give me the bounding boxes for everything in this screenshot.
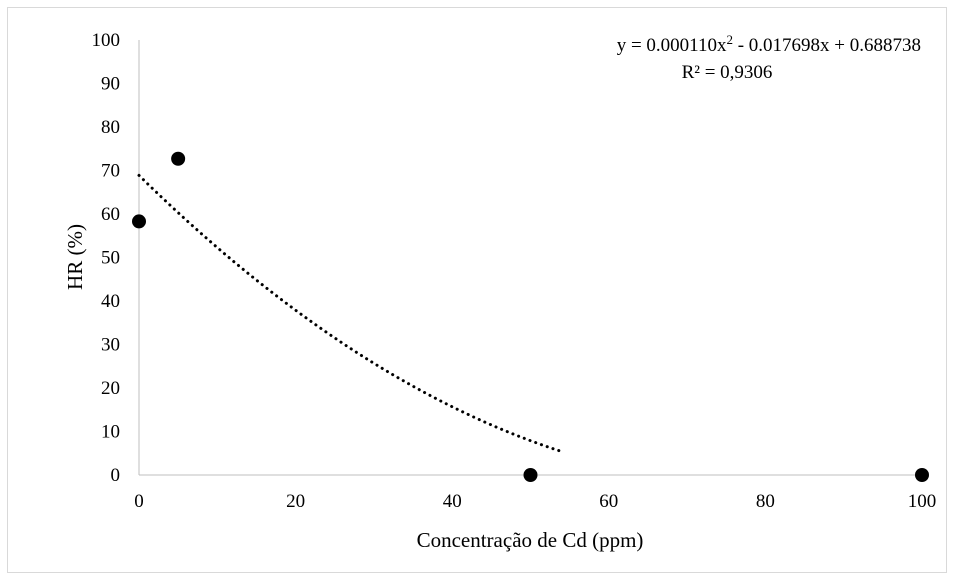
data-point [171,151,186,166]
trendline-equation-superscript: 2 [726,32,733,47]
y-axis-ticks: 0 10 20 30 40 50 60 70 80 90 100 [92,30,121,486]
y-tick-label: 70 [101,161,120,182]
chart-frame [7,7,947,573]
y-tick-label: 40 [101,291,120,312]
trendline-r2: R² = 0,9306 [682,62,773,83]
x-tick-label: 40 [443,491,462,512]
y-tick-label: 10 [101,422,120,443]
y-tick-label: 100 [92,30,121,51]
x-tick-label: 20 [286,491,305,512]
trendline [137,173,564,454]
data-point [915,468,929,482]
y-tick-label: 20 [101,378,120,399]
x-axis-title: Concentração de Cd (ppm) [417,528,644,552]
y-axis-title: HR (%) [63,224,87,290]
x-axis-ticks: 0 20 40 60 80 100 [134,491,936,512]
y-tick-label: 0 [111,465,121,486]
data-point [523,468,538,482]
x-tick-label: 80 [756,491,775,512]
trendline-equation-rest: - 0.017698x + 0.688738 [733,35,921,56]
data-points [132,151,929,482]
trendline-equation-main: y = 0.000110x [617,35,727,56]
y-tick-label: 50 [101,248,120,269]
data-point [132,214,146,229]
x-tick-label: 100 [908,491,937,512]
y-tick-label: 30 [101,335,120,356]
x-tick-label: 0 [134,491,144,512]
y-tick-label: 90 [101,74,120,95]
y-tick-label: 80 [101,117,120,138]
x-tick-label: 60 [599,491,618,512]
trendline-equation: y = 0.000110x2 - 0.017698x + 0.688738 [617,32,921,56]
y-tick-label: 60 [101,204,120,225]
